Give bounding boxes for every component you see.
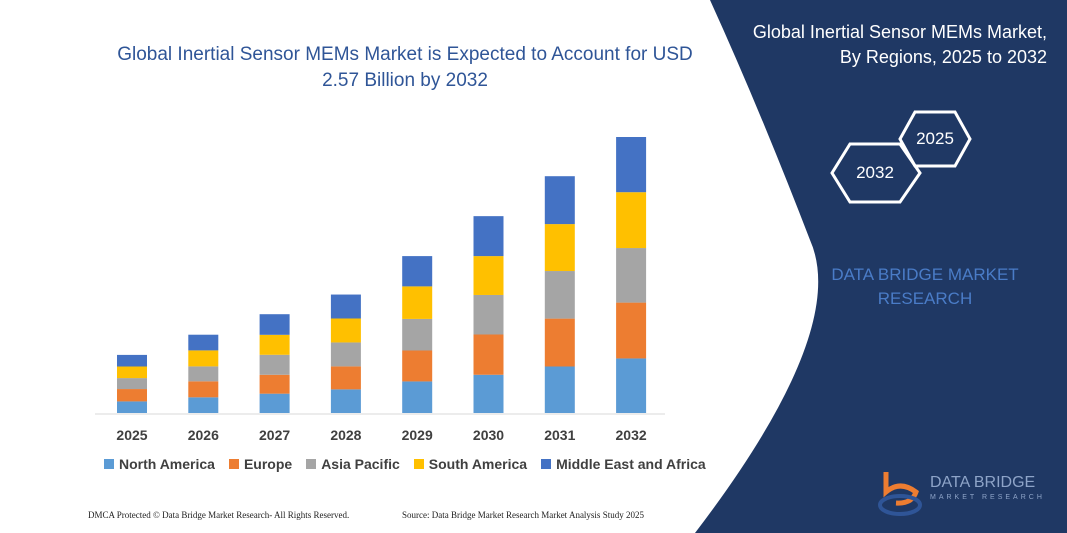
bar-segment: [188, 397, 219, 413]
bar-segment: [188, 381, 219, 398]
bar-segment: [117, 354, 147, 367]
legend-swatch: [413, 459, 424, 469]
x-tick-label: 2028: [330, 427, 361, 443]
bar-segment: [117, 401, 147, 413]
legend-swatch: [104, 459, 114, 469]
x-tick-label: 2032: [616, 427, 647, 443]
bar-segment: [259, 354, 290, 375]
legend-item: Asia Pacific: [306, 456, 400, 472]
bar-segment: [402, 256, 433, 287]
legend-label: Asia Pacific: [321, 456, 400, 472]
x-tick-label: 2031: [544, 427, 575, 443]
legend: North America Europe Asia Pacific South …: [104, 456, 706, 472]
logo-subtitle: MARKET RESEARCH: [930, 494, 1045, 501]
bar-segment: [616, 302, 647, 359]
bar-segment: [259, 393, 290, 413]
bar-segment: [330, 318, 361, 343]
bar-segment: [259, 334, 290, 355]
logo-icon: [878, 472, 922, 516]
hexagon-2032: [830, 142, 922, 204]
legend-label: Middle East and Africa: [556, 456, 706, 472]
bar-segment: [544, 224, 575, 272]
bar-segment: [188, 350, 219, 367]
hex-label-2025: 2025: [916, 129, 954, 148]
footer-copyright: DMCA Protected © Data Bridge Market Rese…: [88, 510, 350, 520]
bar-segment: [473, 256, 504, 295]
bar-segment: [330, 366, 361, 390]
bar-segment: [402, 286, 433, 319]
legend-swatch: [541, 459, 552, 469]
bar-segment: [330, 294, 361, 319]
x-tick-labels: 2025 2026 2027 2028 2029 2030 2031 2032: [116, 427, 646, 443]
x-tick-label: 2026: [188, 427, 219, 443]
bars: [117, 137, 647, 413]
bar-segment: [544, 176, 575, 225]
bar-segment: [330, 389, 361, 413]
side-panel: [695, 0, 1067, 533]
page-title: Global Inertial Sensor MEMs Market is Ex…: [117, 44, 693, 91]
hex-label-2032: 2032: [856, 163, 894, 182]
bar-segment: [473, 334, 504, 375]
legend-swatch: [228, 459, 239, 469]
bar-segment: [259, 374, 290, 394]
bar-segment: [473, 294, 504, 335]
brand-text: DATA BRIDGE MARKET RESEARCH: [831, 265, 1019, 308]
legend-label: South America: [428, 456, 528, 472]
x-tick-label: 2027: [259, 427, 290, 443]
bar-segment: [402, 350, 433, 382]
bar-segment: [330, 342, 361, 367]
bar-segment: [616, 248, 647, 303]
x-tick-label: 2030: [473, 427, 504, 443]
bar-segment: [188, 334, 219, 351]
bar-segment: [616, 192, 647, 249]
legend-item: South America: [413, 456, 528, 472]
x-tick-label: 2029: [402, 427, 433, 443]
hexagon-2025: [898, 110, 972, 168]
legend-swatch: [306, 459, 317, 469]
bar-segment: [544, 366, 575, 413]
bar-segment: [117, 366, 147, 379]
legend-label: North America: [119, 456, 215, 472]
bar-segment: [117, 378, 147, 390]
bar-segment: [616, 358, 647, 413]
legend-item: Middle East and Africa: [541, 456, 706, 472]
legend-item: North America: [104, 456, 215, 472]
bar-segment: [188, 366, 219, 382]
legend-label: Europe: [243, 456, 293, 472]
bar-segment: [402, 381, 433, 413]
panel-title: Global Inertial Sensor MEMs Market, By R…: [752, 22, 1047, 67]
bar-segment: [402, 318, 433, 351]
x-tick-label: 2025: [116, 427, 147, 443]
bar-segment: [473, 374, 504, 413]
bar-segment: [473, 216, 504, 257]
legend-item: Europe: [228, 456, 293, 472]
footer-source: Source: Data Bridge Market Research Mark…: [402, 510, 644, 520]
bar-segment: [616, 137, 647, 193]
bar-segment: [544, 271, 575, 319]
logo-title: DATA BRIDGE: [930, 474, 1036, 491]
bar-segment: [544, 318, 575, 367]
bar-segment: [259, 314, 290, 335]
bar-segment: [117, 389, 147, 402]
